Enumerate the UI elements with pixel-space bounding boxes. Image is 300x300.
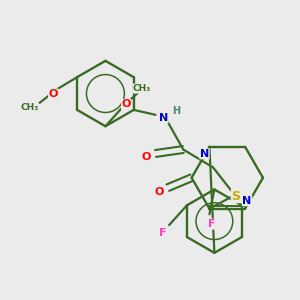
- Text: F: F: [208, 219, 215, 229]
- Text: CH₃: CH₃: [20, 103, 39, 112]
- Text: N: N: [200, 149, 209, 159]
- Text: F: F: [159, 228, 167, 238]
- Text: CH₃: CH₃: [133, 84, 151, 93]
- Text: O: O: [49, 89, 58, 99]
- Text: N: N: [242, 196, 252, 206]
- Text: N: N: [159, 113, 168, 123]
- Text: S: S: [231, 190, 240, 202]
- Text: O: O: [142, 152, 151, 162]
- Text: H: H: [172, 106, 180, 116]
- Text: O: O: [154, 187, 164, 196]
- Text: O: O: [122, 99, 131, 110]
